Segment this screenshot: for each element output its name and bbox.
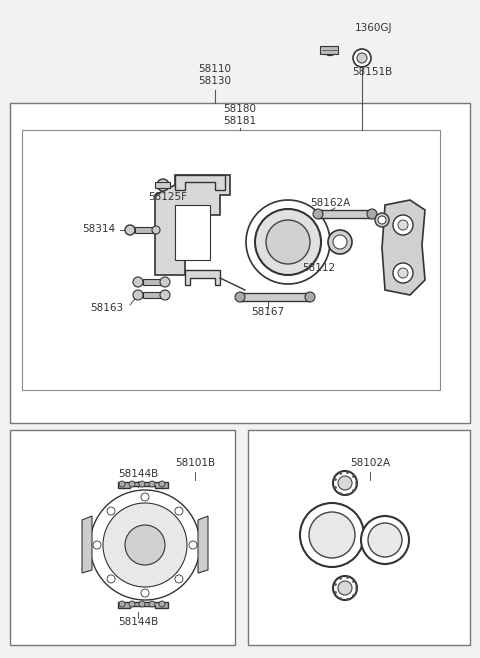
Circle shape <box>189 541 197 549</box>
Circle shape <box>313 209 323 219</box>
Circle shape <box>378 216 386 224</box>
Bar <box>143 279 165 285</box>
Bar <box>10 103 470 423</box>
Circle shape <box>393 215 413 235</box>
Bar <box>320 46 338 54</box>
Text: 58144B: 58144B <box>118 469 158 479</box>
Circle shape <box>235 292 245 302</box>
Circle shape <box>159 601 165 607</box>
Polygon shape <box>118 482 168 488</box>
Circle shape <box>129 601 135 607</box>
Circle shape <box>160 277 170 287</box>
Circle shape <box>333 576 357 600</box>
Bar <box>318 210 373 218</box>
Circle shape <box>149 481 155 487</box>
Circle shape <box>107 507 115 515</box>
Text: 58125F: 58125F <box>148 192 187 202</box>
Text: 58144B: 58144B <box>118 617 158 627</box>
Circle shape <box>119 601 125 607</box>
Circle shape <box>133 290 143 300</box>
Circle shape <box>300 503 364 567</box>
Text: 58112: 58112 <box>302 263 335 273</box>
Text: 58151B: 58151B <box>352 67 392 77</box>
Circle shape <box>125 225 135 235</box>
Circle shape <box>93 541 101 549</box>
Bar <box>22 130 440 390</box>
Text: 58167: 58167 <box>252 307 285 317</box>
Circle shape <box>90 490 200 600</box>
Circle shape <box>246 200 330 284</box>
Polygon shape <box>82 516 92 573</box>
Text: 58110
58130: 58110 58130 <box>199 64 231 86</box>
Circle shape <box>152 226 160 234</box>
Circle shape <box>160 290 170 300</box>
Circle shape <box>119 481 125 487</box>
Text: 58314: 58314 <box>82 224 115 234</box>
Text: 1360GJ: 1360GJ <box>355 23 393 33</box>
Circle shape <box>338 476 352 490</box>
Bar <box>248 430 470 645</box>
Circle shape <box>357 53 367 63</box>
Circle shape <box>175 575 183 583</box>
Text: 58180
58181: 58180 58181 <box>223 104 257 126</box>
Bar <box>143 292 165 298</box>
Circle shape <box>338 581 352 595</box>
Ellipse shape <box>325 49 335 55</box>
Circle shape <box>107 575 115 583</box>
Circle shape <box>103 503 187 587</box>
Circle shape <box>141 589 149 597</box>
Circle shape <box>328 230 352 254</box>
Bar <box>175 205 210 260</box>
Circle shape <box>139 601 145 607</box>
Circle shape <box>309 512 355 558</box>
Bar <box>155 182 170 188</box>
Circle shape <box>333 235 347 249</box>
Circle shape <box>129 481 135 487</box>
Circle shape <box>175 507 183 515</box>
Polygon shape <box>198 516 208 573</box>
Circle shape <box>353 49 371 67</box>
Circle shape <box>393 263 413 283</box>
Circle shape <box>141 493 149 501</box>
Polygon shape <box>175 175 225 190</box>
Circle shape <box>255 209 321 275</box>
Circle shape <box>133 277 143 287</box>
Bar <box>240 293 310 301</box>
Text: 58101B: 58101B <box>175 458 215 468</box>
Circle shape <box>149 601 155 607</box>
Circle shape <box>398 268 408 278</box>
Polygon shape <box>185 270 220 285</box>
Circle shape <box>333 471 357 495</box>
Circle shape <box>266 220 310 264</box>
Circle shape <box>398 220 408 230</box>
Circle shape <box>125 525 165 565</box>
Circle shape <box>159 481 165 487</box>
Bar <box>135 227 155 233</box>
Polygon shape <box>118 602 168 608</box>
Bar <box>10 430 235 645</box>
Circle shape <box>375 213 389 227</box>
Circle shape <box>139 481 145 487</box>
Circle shape <box>368 523 402 557</box>
Polygon shape <box>382 200 425 295</box>
Text: 58102A: 58102A <box>350 458 390 468</box>
Circle shape <box>305 292 315 302</box>
Polygon shape <box>155 175 230 275</box>
Text: 58163: 58163 <box>90 303 123 313</box>
Circle shape <box>361 516 409 564</box>
Circle shape <box>367 209 377 219</box>
Text: 58162A: 58162A <box>310 198 350 208</box>
Circle shape <box>157 179 169 191</box>
